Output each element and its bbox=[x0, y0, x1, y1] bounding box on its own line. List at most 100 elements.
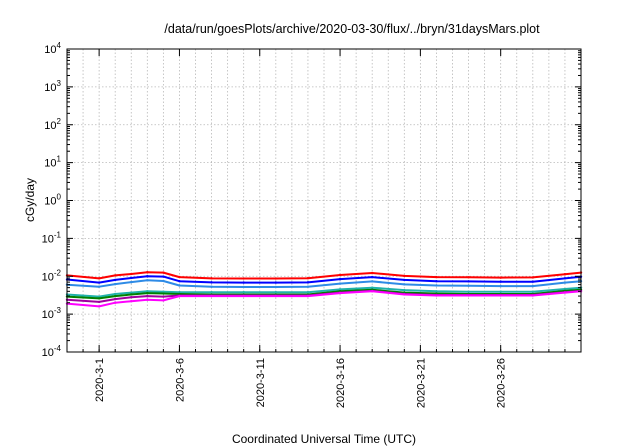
y-tick-label: 102 bbox=[44, 117, 61, 132]
x-tick-label: 2020-3-26 bbox=[496, 358, 508, 408]
data-point bbox=[467, 276, 470, 279]
data-point bbox=[563, 291, 567, 294]
data-point bbox=[306, 290, 310, 294]
series-line-3 bbox=[66, 279, 582, 288]
y-tick-label: 10-4 bbox=[42, 344, 62, 359]
data-point bbox=[242, 294, 245, 298]
data-point bbox=[210, 277, 213, 280]
x-tick-label: 2020-3-16 bbox=[335, 358, 347, 408]
data-point bbox=[531, 280, 535, 283]
data-point bbox=[563, 277, 567, 280]
x-tick-label: 2020-3-11 bbox=[255, 358, 267, 407]
y-tick-label: 10-2 bbox=[42, 268, 62, 283]
data-point bbox=[242, 290, 245, 294]
data-point bbox=[113, 282, 117, 286]
data-point bbox=[113, 274, 117, 277]
data-point bbox=[113, 278, 117, 282]
series-line-4 bbox=[66, 286, 582, 298]
data-point bbox=[435, 294, 438, 297]
data-point bbox=[403, 278, 406, 282]
data-point bbox=[531, 294, 535, 297]
data-point bbox=[97, 281, 101, 284]
data-point bbox=[531, 284, 535, 288]
data-point bbox=[97, 277, 101, 280]
data-point bbox=[370, 275, 374, 279]
x-tick-label: 2020-3-21 bbox=[415, 358, 427, 408]
y-tick-label: 10-3 bbox=[42, 306, 62, 321]
data-point bbox=[210, 285, 213, 288]
data-point bbox=[531, 290, 535, 293]
data-point bbox=[178, 294, 181, 298]
data-point bbox=[499, 290, 502, 293]
data-point bbox=[178, 275, 181, 279]
data-point bbox=[178, 280, 181, 283]
data-point bbox=[178, 290, 181, 294]
data-point bbox=[146, 279, 149, 282]
data-point bbox=[146, 290, 149, 293]
data-point bbox=[113, 292, 117, 296]
data-point bbox=[242, 285, 245, 289]
data-point bbox=[146, 298, 149, 301]
data-point bbox=[306, 294, 310, 298]
data-point bbox=[130, 299, 133, 303]
data-point bbox=[306, 285, 310, 288]
x-axis-label: Coordinated Universal Time (UTC) bbox=[232, 432, 416, 446]
data-point bbox=[467, 294, 470, 297]
data-point bbox=[531, 276, 535, 279]
data-point bbox=[563, 281, 567, 284]
data-point bbox=[113, 297, 117, 301]
data-point bbox=[162, 271, 165, 274]
data-point bbox=[370, 290, 374, 293]
data-point bbox=[97, 285, 101, 288]
data-point bbox=[97, 297, 101, 300]
data-point bbox=[370, 271, 374, 275]
data-point bbox=[435, 275, 438, 279]
data-point bbox=[563, 273, 567, 276]
series-line-1 bbox=[66, 271, 582, 280]
x-tick-label: 2020-3-1 bbox=[94, 358, 106, 402]
data-point bbox=[162, 292, 165, 295]
data-point bbox=[146, 275, 149, 278]
data-point bbox=[210, 290, 213, 294]
data-point bbox=[499, 276, 502, 279]
data-point bbox=[403, 288, 406, 292]
y-tick-label: 10-1 bbox=[42, 230, 62, 245]
data-point bbox=[178, 284, 181, 287]
data-point bbox=[306, 281, 310, 284]
data-point bbox=[403, 293, 406, 296]
data-point bbox=[370, 280, 374, 283]
data-point bbox=[113, 301, 117, 304]
y-tick-label: 104 bbox=[44, 41, 61, 56]
data-point bbox=[210, 281, 213, 284]
grid-lines bbox=[67, 49, 581, 352]
data-point bbox=[338, 273, 342, 277]
data-point bbox=[499, 284, 502, 288]
x-tick-label: 2020-3-6 bbox=[174, 358, 186, 402]
data-point bbox=[146, 291, 149, 295]
y-axis: 10-4 10-3 10-2 10-1 100 101 102 103 104 bbox=[42, 41, 581, 359]
data-point bbox=[403, 283, 406, 286]
data-point bbox=[162, 295, 165, 298]
data-point bbox=[306, 276, 310, 280]
data-point bbox=[274, 285, 278, 289]
chart-title: /data/run/goesPlots/archive/2020-03-30/f… bbox=[164, 22, 540, 36]
data-point bbox=[499, 294, 502, 297]
data-point bbox=[274, 294, 278, 298]
data-point bbox=[274, 277, 278, 280]
data-point bbox=[162, 279, 165, 283]
data-point bbox=[338, 277, 342, 281]
data-point bbox=[338, 282, 342, 285]
data-point bbox=[467, 280, 470, 283]
data-point bbox=[242, 277, 245, 280]
data-point bbox=[162, 299, 165, 302]
data-point bbox=[146, 294, 149, 298]
data-point bbox=[146, 270, 149, 274]
data-point bbox=[274, 281, 278, 284]
data-point bbox=[435, 280, 438, 283]
y-axis-label: cGy/day bbox=[23, 178, 37, 222]
data-point bbox=[338, 288, 342, 291]
data-point bbox=[130, 293, 133, 296]
data-point bbox=[467, 290, 470, 293]
data-point bbox=[97, 295, 101, 298]
